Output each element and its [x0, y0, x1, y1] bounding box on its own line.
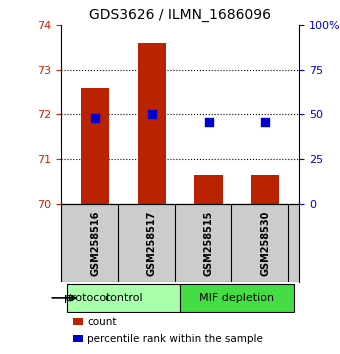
- Title: GDS3626 / ILMN_1686096: GDS3626 / ILMN_1686096: [89, 8, 271, 22]
- Text: GSM258516: GSM258516: [90, 211, 100, 276]
- Text: protocol: protocol: [64, 293, 109, 303]
- Text: GSM258530: GSM258530: [260, 211, 270, 276]
- Text: percentile rank within the sample: percentile rank within the sample: [87, 333, 263, 343]
- Bar: [138, 43, 166, 204]
- Point: [262, 119, 268, 124]
- Bar: [67, 284, 180, 312]
- Point: [206, 119, 211, 124]
- Text: GSM258517: GSM258517: [147, 211, 157, 276]
- Text: control: control: [104, 293, 143, 303]
- Bar: [180, 284, 293, 312]
- Text: GSM258515: GSM258515: [204, 211, 214, 276]
- Bar: [73, 335, 83, 342]
- Bar: [251, 175, 279, 204]
- Text: MIF depletion: MIF depletion: [199, 293, 274, 303]
- Text: count: count: [87, 317, 117, 327]
- Point: [92, 115, 98, 121]
- Bar: [73, 318, 83, 325]
- Bar: [81, 87, 109, 204]
- Bar: [194, 175, 223, 204]
- Point: [149, 112, 155, 117]
